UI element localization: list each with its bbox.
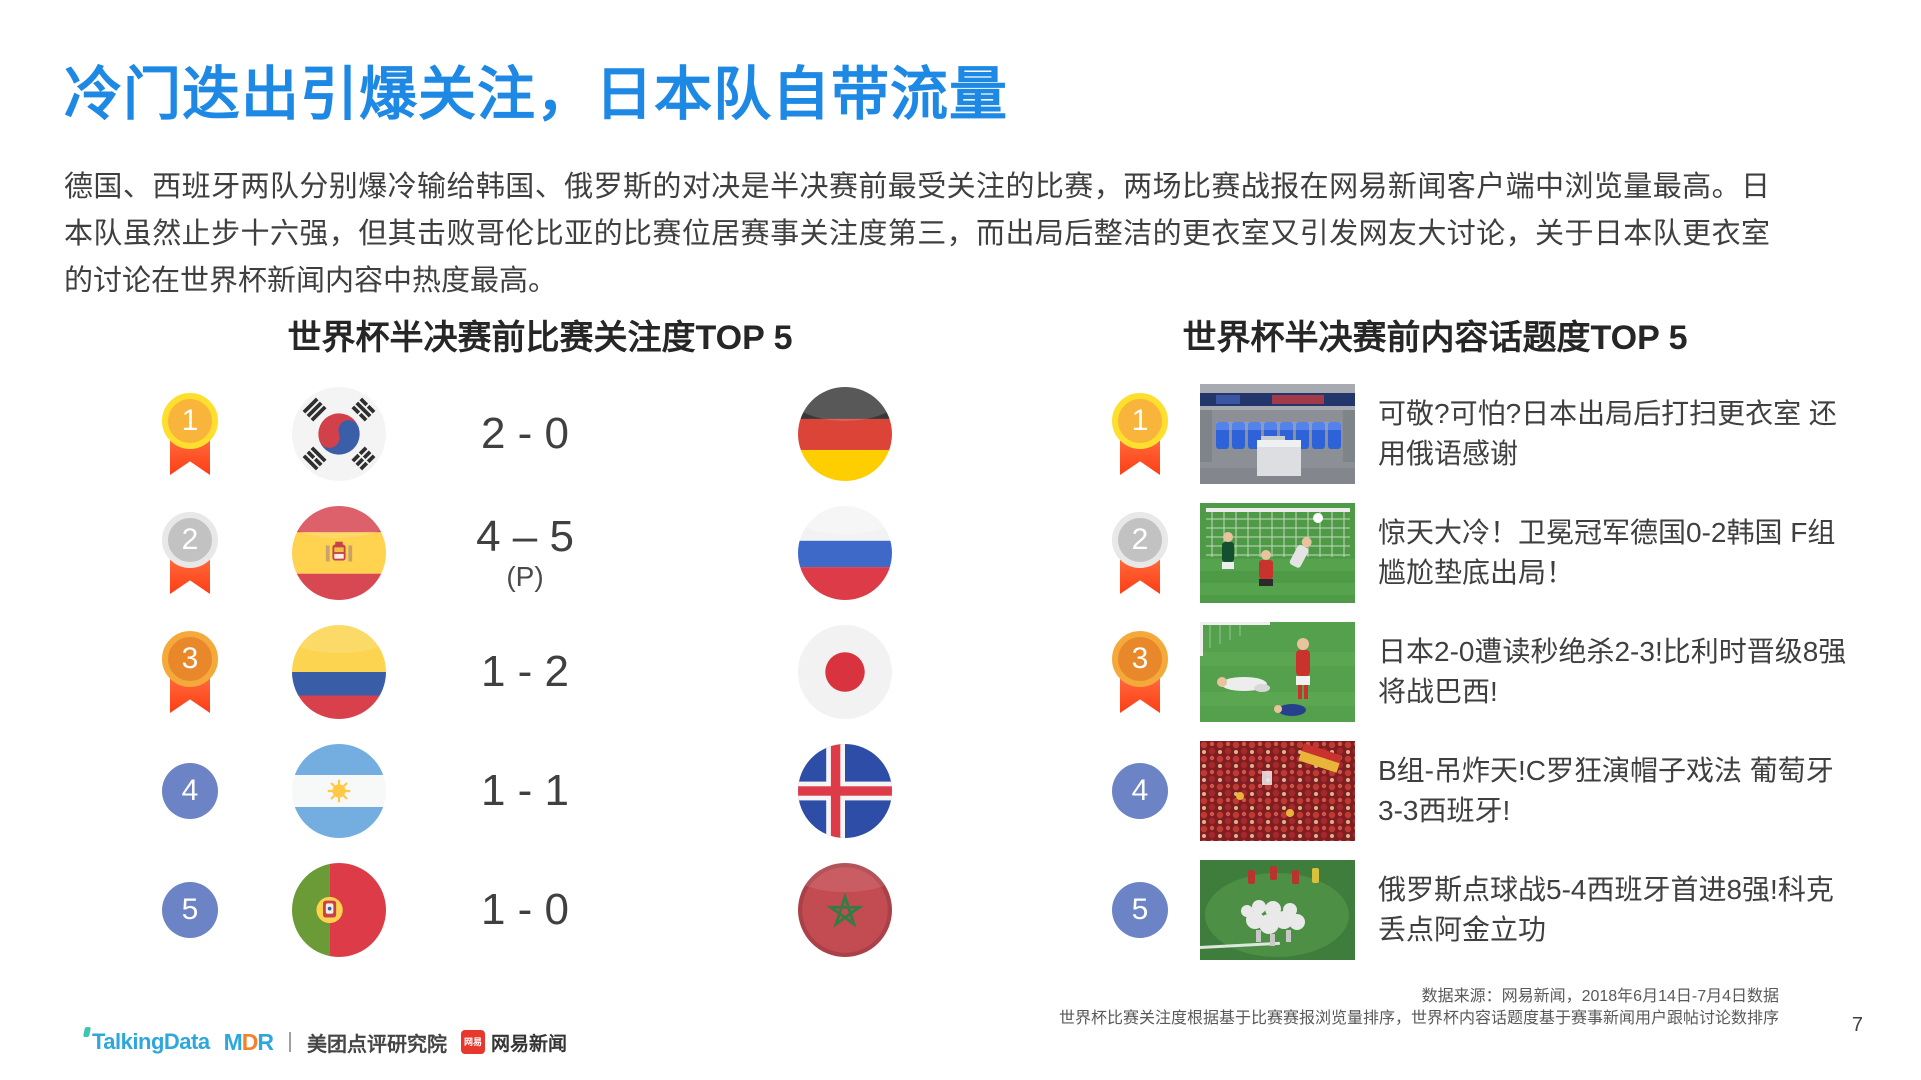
logo-divider — [288, 1032, 291, 1052]
match-score: 1 - 1 — [480, 766, 570, 815]
source-line-2: 世界杯比赛关注度根据基于比赛赛报浏览量排序，世界杯内容话题度基于赛事新闻用户跟帖… — [1058, 1010, 1779, 1027]
page-number: 7 — [1851, 1014, 1863, 1036]
match-score: 2 - 0 — [480, 409, 570, 458]
news-thumbnail-locker-room — [1200, 384, 1355, 484]
news-thumbnail-japan-loss — [1200, 622, 1355, 722]
rank-number: 2 — [1131, 523, 1149, 556]
flag-germany-icon — [798, 387, 892, 481]
rank-number: 4 — [181, 774, 199, 807]
news-row-5: 5 — [0, 850, 1921, 970]
news-headline: B组-吊炸天!C罗狂演帽子戏法 葡萄牙3-3西班牙! — [1378, 755, 1834, 826]
rank-number: 1 — [1131, 404, 1149, 437]
talkingdata-tick-icon — [82, 1027, 92, 1037]
gold-medal-icon: 1 — [158, 393, 222, 475]
talkingdata-logo: TalkingData — [82, 1027, 210, 1055]
flag-colombia-icon — [292, 625, 386, 719]
rank-5-badge: 5 — [1112, 882, 1168, 938]
match-attention-panel-title: 世界杯半决赛前比赛关注度TOP 5 — [287, 319, 793, 357]
match-row-5: 5 1 - 0 — [0, 850, 1921, 970]
data-source-note: 数据来源：网易新闻，2018年6月14日-7月4日数据 世界杯比赛关注度根据基于… — [1059, 986, 1779, 1030]
news-row-3: 3 — [0, 612, 1921, 732]
flag-spain-icon — [292, 506, 386, 600]
topic-panel-title: 世界杯半决赛前内容话题度TOP 5 — [1182, 319, 1688, 357]
silver-medal-icon: 2 — [158, 512, 222, 594]
rank-number: 1 — [181, 404, 199, 437]
news-row-1: 1 — [0, 374, 1921, 494]
flag-morocco-icon — [798, 863, 892, 957]
flag-south-korea-icon — [292, 387, 386, 481]
flag-japan-icon — [798, 625, 892, 719]
penalty-note: (P) — [506, 561, 544, 592]
news-row-2: 2 — [0, 493, 1921, 613]
meituan-research-logo: 美团点评研究院 — [306, 1033, 447, 1056]
body-paragraph: 德国、西班牙两队分别爆冷输给韩国、俄罗斯的对决是半决赛前最受关注的比赛，两场比赛… — [64, 171, 1770, 297]
flag-iceland-icon — [798, 744, 892, 838]
rank-number: 5 — [1131, 893, 1149, 926]
news-thumbnail-goal — [1200, 503, 1355, 603]
rank-number: 2 — [181, 523, 199, 556]
netease-badge-icon: 网易 — [460, 1030, 485, 1054]
news-headline: 日本2-0遭读秒绝杀2-3!比利时晋级8强将战巴西! — [1378, 636, 1847, 707]
mdr-logo: MDR — [223, 1028, 274, 1055]
news-row-4: 4 B组-吊炸天!C罗狂演帽子戏法 葡萄牙3-3西班牙! — [0, 731, 1921, 851]
rank-5-badge: 5 — [162, 882, 218, 938]
news-headline: 可敬?可怕?日本出局后打扫更衣室 还用俄语感谢 — [1378, 398, 1837, 469]
match-score: 4 – 5 (P) — [435, 513, 615, 593]
rank-number: 3 — [181, 642, 199, 675]
match-row-2: 2 4 – 5 (P) — [0, 493, 1921, 613]
page-title: 冷门迭出引爆关注，日本队自带流量 — [64, 62, 1009, 127]
rank-number: 5 — [181, 893, 199, 926]
match-score: 1 - 2 — [480, 647, 570, 696]
flag-russia-icon — [798, 506, 892, 600]
news-headline: 俄罗斯点球战5-4西班牙首进8强!科克丢点阿金立功 — [1378, 874, 1834, 945]
rank-4-badge: 4 — [1112, 763, 1168, 819]
match-row-1: 1 — [0, 374, 1921, 494]
match-row-4: 4 1 - 1 — [0, 731, 1921, 851]
match-row-3: 3 1 - 2 — [0, 612, 1921, 732]
news-thumbnail-celebration — [1200, 860, 1355, 960]
rank-number: 3 — [1131, 642, 1149, 675]
silver-medal-icon: 2 — [1108, 512, 1172, 594]
match-score: 1 - 0 — [480, 885, 570, 934]
bronze-medal-icon: 3 — [158, 631, 222, 713]
news-thumbnail-fans — [1200, 741, 1355, 841]
rank-number: 4 — [1131, 774, 1149, 807]
source-line-1: 数据来源：网易新闻，2018年6月14日-7月4日数据 — [1421, 988, 1779, 1005]
rank-4-badge: 4 — [162, 763, 218, 819]
gold-medal-icon: 1 — [1108, 393, 1172, 475]
bronze-medal-icon: 3 — [1108, 631, 1172, 713]
flag-portugal-icon — [292, 863, 386, 957]
logo-bar: TalkingData MDR 美团点评研究院 网易 网易新闻 — [82, 1027, 567, 1056]
netease-logo: 网易 网易新闻 — [460, 1029, 567, 1056]
news-headline: 惊天大冷！卫冕冠军德国0-2韩国 F组尴尬垫底出局！ — [1378, 517, 1836, 588]
flag-argentina-icon — [292, 744, 386, 838]
